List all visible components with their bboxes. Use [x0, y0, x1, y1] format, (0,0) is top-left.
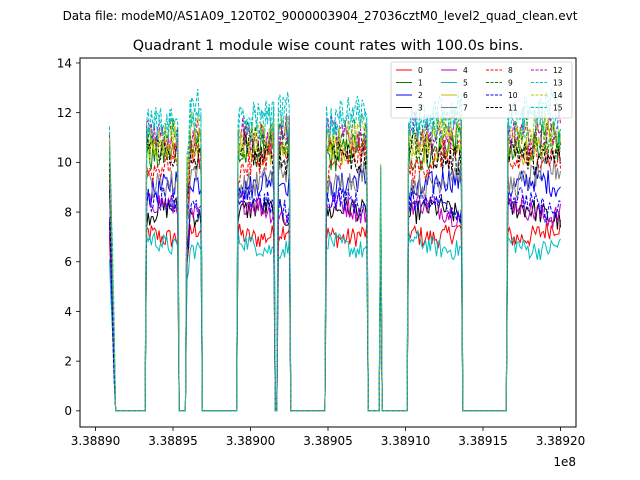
y-tick-label: 10 [57, 156, 72, 170]
legend-label: 8 [508, 66, 513, 75]
legend-label: 4 [463, 66, 468, 75]
series-line-0 [108, 219, 561, 412]
series-line-15 [108, 95, 561, 412]
series-line-11 [108, 127, 561, 412]
suptitle: Data file: modeM0/AS1A09_120T02_90000039… [63, 9, 578, 23]
series-line-3 [108, 196, 561, 412]
y-axis: 0 2 4 6 8 10 12 14 [57, 56, 80, 418]
chart-title: Quadrant 1 module wise count rates with … [133, 38, 524, 54]
legend-label: 6 [463, 91, 468, 100]
legend-label: 7 [463, 104, 468, 113]
legend-label: 15 [553, 104, 563, 113]
series-line-5 [108, 229, 561, 412]
x-tick-label: 3.38910 [381, 434, 431, 448]
series-line-10 [108, 183, 561, 412]
legend-label: 14 [553, 91, 563, 100]
legend-label: 10 [508, 91, 518, 100]
y-tick-label: 14 [57, 56, 72, 70]
x-tick-label: 3.38900 [226, 434, 276, 448]
series-line-6 [108, 125, 561, 412]
y-tick-label: 8 [64, 205, 72, 219]
x-axis: 3.38890 3.38895 3.38900 3.38905 3.38910 3.389… [71, 427, 586, 448]
x-tick-label: 3.38895 [148, 434, 198, 448]
y-tick-label: 4 [64, 305, 72, 319]
y-tick-label: 12 [57, 106, 72, 120]
legend-label: 0 [418, 66, 423, 75]
x-tick-label: 3.38905 [303, 434, 353, 448]
series-layer [108, 88, 561, 412]
y-tick-label: 6 [64, 255, 72, 269]
x-tick-label: 3.38920 [536, 434, 586, 448]
legend-label: 1 [418, 79, 423, 88]
legend-label: 3 [418, 104, 423, 113]
legend-label: 9 [508, 79, 513, 88]
y-tick-label: 2 [64, 354, 72, 368]
x-offset-label: 1e8 [553, 455, 576, 469]
legend-label: 11 [508, 104, 518, 113]
y-tick-label: 0 [64, 404, 72, 418]
legend-label: 12 [553, 66, 563, 75]
legend-label: 5 [463, 79, 468, 88]
legend-label: 13 [553, 79, 563, 88]
x-tick-label: 3.38915 [458, 434, 508, 448]
legend-label: 2 [418, 91, 423, 100]
x-tick-label: 3.38890 [71, 434, 121, 448]
series-line-13 [108, 88, 561, 412]
legend-box [390, 61, 573, 119]
series-line-7 [108, 155, 561, 412]
series-line-4 [108, 191, 561, 412]
